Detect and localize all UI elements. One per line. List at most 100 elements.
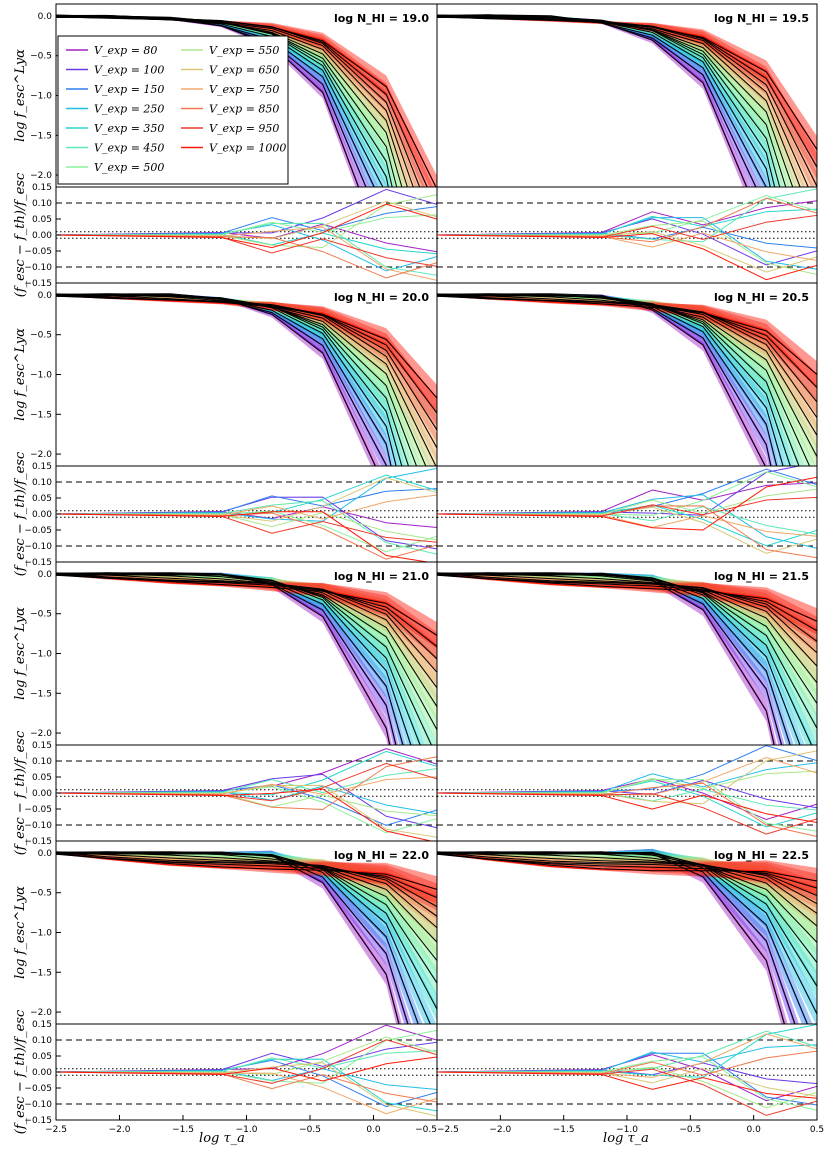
y-tick-label: −0.05 — [24, 526, 52, 536]
theory-line-v750 — [56, 852, 437, 917]
y-tick-label: −2.0 — [30, 450, 52, 460]
series-band-v850 — [56, 851, 437, 919]
top-plot-2 — [56, 293, 437, 466]
legend-label-v500: V_exp = 500 — [94, 161, 164, 174]
residual-line-v650 — [437, 231, 817, 273]
x-tick-label: −1.5 — [172, 1125, 194, 1135]
series-band-v850 — [437, 14, 817, 187]
series-band-v1000 — [437, 851, 817, 895]
y-tick-label: 0.15 — [32, 1020, 52, 1030]
series-band-v650 — [56, 572, 437, 702]
series-band-v850 — [437, 293, 817, 415]
bottom-plot-5 — [437, 745, 817, 837]
residual-line-v850 — [437, 782, 817, 837]
series-band-v350 — [437, 15, 778, 187]
residual-line-v1000 — [56, 1056, 437, 1082]
legend-label-v1000: V_exp = 1000 — [209, 142, 286, 155]
theory-line-v500 — [437, 572, 817, 704]
y-tick-label: −2.0 — [30, 1008, 52, 1018]
legend-label-v650: V_exp = 650 — [209, 64, 279, 77]
top-plot-0 — [56, 14, 437, 187]
residual-line-v1000 — [437, 792, 817, 823]
residual-line-v850 — [56, 756, 437, 811]
series-band-v950 — [437, 851, 817, 901]
x-tick-label: −2.5 — [45, 1125, 67, 1135]
y-tick-label: 0.15 — [32, 741, 52, 751]
y-axis-label-top: log f_esc^Lyα — [13, 328, 28, 421]
y-tick-label: 0.05 — [32, 1052, 52, 1062]
y-tick-label: −0.15 — [24, 558, 52, 568]
theory-line-v550 — [56, 851, 437, 943]
series-band-v750 — [437, 572, 817, 666]
panel-label: log N_HI = 22.5 — [714, 849, 809, 862]
series-band-v1000 — [437, 14, 817, 164]
y-axis-label-top: log f_esc^Lyα — [13, 886, 28, 979]
y-axis-label-bottom: (f_esc − f_th)/f_esc — [13, 730, 28, 855]
series-band-v350 — [56, 15, 391, 187]
residual-line-v1000 — [56, 511, 431, 562]
series-band-v850 — [56, 572, 437, 672]
y-tick-label: −0.15 — [24, 837, 52, 847]
panel-label: log N_HI = 22.0 — [334, 849, 429, 862]
y-tick-label: −1.5 — [30, 131, 52, 141]
series-band-v550 — [56, 572, 437, 722]
theory-line-v100 — [56, 293, 387, 466]
x-tick-label: −1.0 — [616, 1125, 638, 1135]
y-tick-label: 0.05 — [32, 494, 52, 504]
y-tick-label: 0.0 — [38, 849, 53, 859]
residual-line-v1000 — [56, 203, 437, 249]
y-axis-label-top: log f_esc^Lyα — [13, 607, 28, 700]
top-plot-7 — [437, 848, 817, 1024]
y-tick-label: 0.00 — [32, 231, 52, 241]
theory-line-v1000 — [56, 16, 437, 187]
series-band-v80 — [437, 293, 768, 466]
series-band-v750 — [437, 14, 815, 187]
y-tick-label: −1.5 — [30, 968, 52, 978]
x-tick-label: −2.0 — [109, 1125, 131, 1135]
theory-line-v650 — [437, 14, 801, 187]
theory-line-v550 — [56, 14, 403, 187]
series-band-v550 — [56, 851, 437, 957]
panel-label: log N_HI = 20.5 — [714, 291, 809, 304]
y-tick-label: 0.00 — [32, 789, 52, 799]
x-tick-label: −2.5 — [437, 1125, 459, 1135]
theory-line-v750 — [437, 573, 817, 654]
theory-line-v1000 — [56, 574, 437, 636]
theory-line-v500 — [437, 851, 817, 943]
legend-label-v100: V_exp = 100 — [94, 64, 164, 77]
panel-label: log N_HI = 19.5 — [714, 12, 809, 25]
y-tick-label: −0.05 — [24, 1084, 52, 1094]
y-axis-label-bottom: (f_esc − f_th)/f_esc — [13, 172, 28, 297]
theory-line-v350 — [437, 572, 813, 745]
y-tick-label: −0.5 — [30, 889, 52, 899]
theory-line-v750 — [437, 852, 817, 905]
panel-label: log N_HI = 21.5 — [714, 570, 809, 583]
y-axis-label-bottom: (f_esc − f_th)/f_esc — [13, 1009, 28, 1134]
bottom-plot-1 — [437, 188, 817, 281]
panel-label: log N_HI = 21.0 — [334, 570, 429, 583]
series-band-v500 — [56, 15, 400, 187]
series-band-v650 — [437, 293, 817, 450]
legend-label-v80: V_exp = 80 — [94, 44, 157, 57]
series-band-v750 — [56, 293, 437, 462]
y-tick-label: −1.0 — [30, 92, 52, 102]
plot-area: log N_HI = 19.0 0.0 −0.5 −1.0 −1.5 −2.0 0.15 0.… — [13, 3, 824, 1135]
series-band-v550 — [56, 293, 431, 466]
theory-line-v500 — [56, 572, 437, 731]
y-axis-label-bottom: (f_esc − f_th)/f_esc — [13, 451, 28, 576]
legend: V_exp = 80 V_exp = 100 V_exp = 150 V_exp = … — [57, 35, 289, 185]
residual-line-v80 — [437, 200, 817, 236]
theory-line-v1000 — [437, 574, 817, 622]
y-tick-label: −0.05 — [24, 805, 52, 815]
y-tick-label: 0.0 — [38, 291, 53, 301]
y-tick-label: −0.15 — [24, 1116, 52, 1126]
series-band-v450 — [437, 293, 805, 466]
series-band-v80 — [56, 293, 381, 466]
y-tick-label: 0.10 — [32, 478, 52, 488]
y-tick-label: −0.10 — [24, 542, 52, 552]
top-plot-5 — [437, 572, 817, 745]
legend-label-v950: V_exp = 950 — [209, 122, 279, 135]
theory-line-v950 — [437, 16, 817, 168]
residual-line-v1000 — [437, 476, 817, 531]
